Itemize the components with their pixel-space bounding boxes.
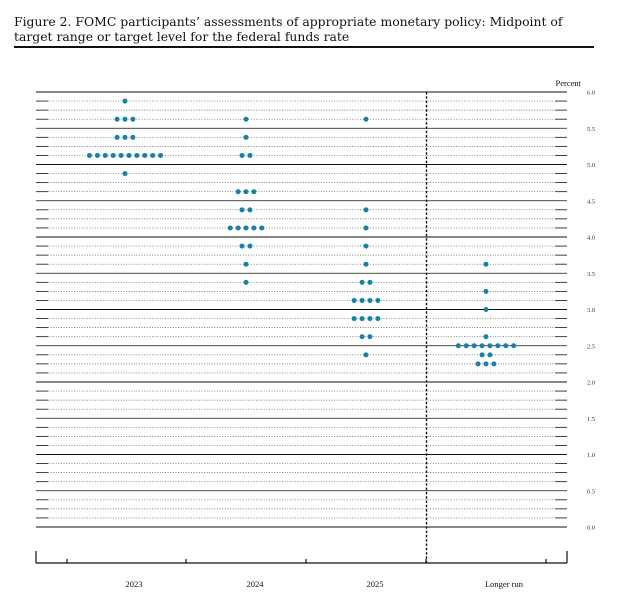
data-dot bbox=[110, 152, 116, 158]
data-dot bbox=[247, 207, 253, 213]
x-tick-label: 2025 bbox=[367, 579, 384, 589]
data-dot bbox=[243, 189, 249, 195]
data-dot bbox=[503, 343, 509, 349]
y-tick-label: 1.0 bbox=[587, 452, 595, 459]
data-dot bbox=[367, 334, 373, 340]
grid-layer bbox=[36, 91, 567, 528]
data-dot bbox=[483, 334, 489, 340]
data-dot bbox=[86, 152, 92, 158]
data-dot bbox=[363, 207, 369, 213]
y-tick-label: 2.0 bbox=[587, 380, 595, 387]
data-dot bbox=[243, 225, 249, 231]
data-dot bbox=[94, 152, 100, 158]
x-tick-label: 2023 bbox=[126, 579, 143, 589]
data-dot bbox=[235, 225, 241, 231]
data-dot bbox=[367, 297, 373, 303]
data-dot bbox=[227, 225, 233, 231]
x-tick-label: 2024 bbox=[247, 579, 265, 589]
x-tick-label: Longer run bbox=[485, 579, 524, 589]
y-tick-label: 6.0 bbox=[587, 90, 595, 97]
data-dot bbox=[122, 98, 128, 104]
data-dot bbox=[239, 152, 245, 158]
y-tick-label: 3.0 bbox=[587, 307, 595, 314]
data-dot bbox=[247, 243, 253, 249]
data-dot bbox=[367, 279, 373, 285]
data-dot bbox=[455, 343, 461, 349]
data-dot bbox=[359, 297, 365, 303]
data-dot bbox=[359, 334, 365, 340]
data-dot bbox=[243, 116, 249, 122]
data-dot bbox=[243, 279, 249, 285]
y-tick-label: 4.5 bbox=[587, 198, 595, 205]
data-dot bbox=[363, 261, 369, 267]
data-dot bbox=[247, 152, 253, 158]
data-dot bbox=[367, 316, 373, 322]
data-dot bbox=[375, 316, 381, 322]
data-dot bbox=[359, 316, 365, 322]
y-tick-label: 5.5 bbox=[587, 126, 595, 133]
data-dot bbox=[351, 297, 357, 303]
y-tick-label: 5.0 bbox=[587, 162, 595, 169]
x-axis: 2023 2024 2025 Longer run bbox=[35, 92, 568, 589]
data-dot bbox=[118, 152, 124, 158]
data-dot bbox=[475, 361, 481, 367]
data-dot bbox=[158, 152, 164, 158]
data-dot bbox=[479, 352, 485, 358]
data-dot bbox=[122, 171, 128, 177]
data-dot bbox=[483, 307, 489, 312]
data-dot bbox=[114, 116, 120, 122]
y-tick-label: 4.0 bbox=[587, 235, 595, 242]
data-dot bbox=[259, 225, 265, 231]
data-dot bbox=[114, 134, 120, 140]
data-dot bbox=[130, 116, 136, 122]
data-dot bbox=[251, 189, 257, 195]
data-dot bbox=[239, 243, 245, 249]
y-tick-label: 2.5 bbox=[587, 343, 595, 350]
data-dot bbox=[239, 207, 245, 213]
data-dot bbox=[235, 189, 241, 195]
data-dot bbox=[359, 279, 365, 285]
data-dot bbox=[142, 152, 148, 158]
data-dot bbox=[134, 152, 140, 158]
data-dot bbox=[363, 243, 369, 249]
dots-layer bbox=[86, 98, 517, 367]
data-dot bbox=[479, 343, 485, 349]
data-dot bbox=[243, 261, 249, 267]
figure-caption: Figure 2. FOMC participants’ assessments… bbox=[14, 14, 563, 44]
data-dot bbox=[483, 361, 489, 367]
data-dot bbox=[483, 288, 489, 294]
data-dot bbox=[487, 352, 493, 358]
data-dot bbox=[130, 134, 136, 140]
data-dot bbox=[375, 297, 381, 303]
data-dot bbox=[363, 116, 369, 122]
data-dot bbox=[351, 316, 357, 322]
y-tick-label: 0.5 bbox=[587, 488, 595, 495]
data-dot bbox=[126, 152, 132, 158]
y-tick-labels: 6.0 5.5 5.0 4.5 4.0 3.5 3.0 2.5 2.0 1.5 1.0 0.5 0.0 bbox=[587, 90, 595, 532]
y-tick-label: 0.0 bbox=[587, 525, 595, 532]
y-tick-label: 1.5 bbox=[587, 416, 595, 423]
data-dot bbox=[122, 134, 128, 140]
data-dot bbox=[463, 343, 469, 349]
data-dot bbox=[511, 343, 517, 349]
data-dot bbox=[122, 116, 128, 122]
data-dot bbox=[251, 225, 257, 231]
data-dot bbox=[243, 134, 249, 140]
data-dot bbox=[363, 352, 369, 358]
data-dot bbox=[495, 343, 501, 349]
data-dot bbox=[363, 225, 369, 231]
y-tick-label: 3.5 bbox=[587, 271, 595, 278]
data-dot bbox=[471, 343, 477, 349]
data-dot bbox=[150, 152, 156, 158]
data-dot bbox=[102, 152, 108, 158]
caption-rule bbox=[14, 46, 594, 48]
data-dot bbox=[487, 343, 493, 349]
data-dot bbox=[491, 361, 497, 367]
data-dot bbox=[483, 261, 489, 267]
y-axis-label: Percent bbox=[556, 78, 582, 88]
